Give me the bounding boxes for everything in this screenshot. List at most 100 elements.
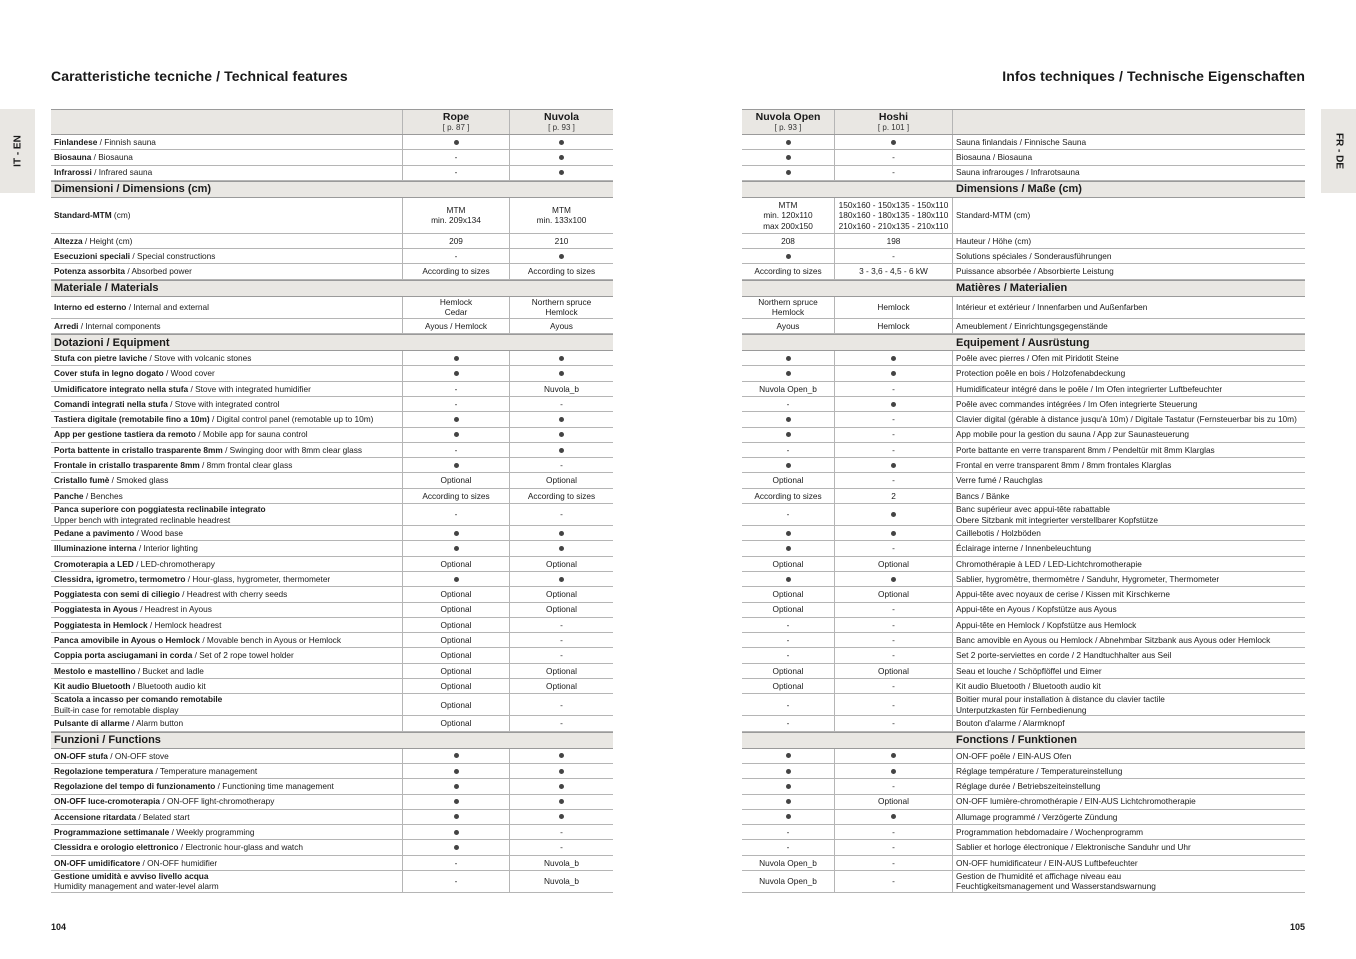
feature-name-en: / Height (cm)	[82, 235, 133, 246]
cell-value: -	[560, 650, 563, 661]
feature-label: Sauna infrarouges / Infrarotsauna	[952, 165, 1305, 180]
feature-name-en: / Absorbed power	[125, 266, 192, 277]
table-row: ON-OFF umidificatore / ON-OFF humidifier…	[51, 855, 613, 871]
value-cell: MTM min. 209x134	[402, 197, 509, 233]
section-title: Dotazioni / Equipment	[54, 336, 170, 349]
value-cell: -	[402, 504, 509, 526]
section-title: Dimensions / Maße (cm)	[956, 183, 1082, 196]
feature-label: Panca superiore con poggiatesta reclinab…	[51, 504, 402, 525]
feature-name-en: / Wood cover	[163, 368, 215, 379]
cell-value: Optional	[546, 665, 577, 676]
table-row: Sablier, hygromètre, thermomètre / Sandu…	[742, 571, 1305, 588]
feature-label-text: Comandi integrati nella stufa / Stove wi…	[54, 399, 279, 410]
feature-label: Chromothérapie à LED / LED-Lichtchromoth…	[952, 556, 1305, 571]
table-row: Protection poêle en bois / Holzofenabdec…	[742, 366, 1305, 382]
value-cell	[742, 412, 834, 426]
feature-name-fr-de: Éclairage interne / Innenbeleuchtung	[956, 543, 1092, 554]
feature-name-it: Programmazione settimanale	[54, 826, 170, 837]
feature-name-en: / Benches	[83, 490, 123, 501]
included-dot-icon	[785, 170, 791, 176]
value-cell: 198	[834, 233, 952, 249]
feature-label-text: Kit audio Bluetooth / Bluetooth audio ki…	[54, 681, 206, 692]
feature-label-text: Poggiatesta in Hemlock / Hemlock headres…	[54, 620, 221, 631]
feature-name-en: / Bucket and ladle	[135, 665, 204, 676]
cell-value: Optional	[546, 604, 577, 615]
included-dot-icon	[785, 432, 791, 438]
value-cell: Nuvola Open_b	[742, 856, 834, 870]
feature-name-it: Coppia porta asciugamani in corda	[54, 650, 193, 661]
value-cell: -	[742, 618, 834, 632]
feature-name-it: Cromoterapia a LED	[54, 558, 134, 569]
feature-label-text: Panche / Benches	[54, 491, 123, 502]
cell-value: -	[560, 398, 563, 409]
table-row: - - Set 2 porte-serviettes en corde / 2 Ha…	[742, 648, 1305, 664]
cell-value: -	[786, 398, 790, 409]
value-cell	[402, 526, 509, 541]
feature-name-fr-de: Clavier digital (gérable à distance jusq…	[956, 414, 1297, 425]
feature-name-en: / Biosauna	[91, 152, 133, 163]
included-dot-icon	[559, 170, 564, 176]
cell-value: -	[892, 718, 895, 729]
cell-value: -	[892, 543, 895, 554]
feature-label-text: Gestione umidità e avviso livello acqua …	[54, 871, 219, 892]
feature-label: Appui-tête avec noyaux de cerise / Kisse…	[952, 587, 1305, 602]
value-cell: -	[509, 648, 613, 663]
table-row: Regolazione temperatura / Temperature ma…	[51, 763, 613, 780]
feature-label: Cover stufa in legno dogato / Wood cover	[51, 366, 402, 380]
value-cell	[402, 763, 509, 779]
cell-value: 3 - 3,6 - 4,5 - 6 kW	[859, 266, 928, 277]
feature-label: Ameublement / Einrichtungsgegenstände	[952, 318, 1305, 334]
cell-value: Optional	[440, 680, 472, 691]
feature-label: Sablier, hygromètre, thermomètre / Sandu…	[952, 571, 1305, 587]
table-row: Illuminazione interna / Interior lightin…	[51, 541, 613, 557]
feature-label-text: Coppia porta asciugamani in corda / Set …	[54, 650, 294, 661]
feature-name-it: Infrarossi	[54, 167, 92, 178]
feature-label-text: Porta battente in cristallo trasparente …	[54, 445, 362, 456]
value-cell: -	[509, 825, 613, 840]
feature-name-en: / Electronic hour-glass and watch	[178, 842, 303, 853]
feature-label: Kit audio Bluetooth / Bluetooth audio ki…	[51, 679, 402, 693]
included-dot-icon	[785, 799, 791, 805]
cell-value: -	[892, 650, 895, 661]
included-dot-icon	[785, 154, 791, 160]
cell-value: -	[892, 619, 895, 630]
value-cell: -	[834, 412, 952, 427]
feature-label-text: ON-OFF luce-cromoterapia / ON-OFF light-…	[54, 796, 274, 807]
cell-value: -	[892, 826, 895, 837]
included-dot-icon	[785, 139, 791, 145]
feature-name-it: Regolazione temperatura	[54, 765, 154, 776]
table-row: Optional ON-OFF lumière-chromothérapie / …	[742, 794, 1305, 810]
included-dot-icon	[453, 814, 459, 820]
included-dot-icon	[559, 814, 564, 820]
feature-name-fr-de: Chromothérapie à LED / LED-Lichtchromoth…	[956, 558, 1142, 569]
column-name: Nuvola Open	[755, 111, 821, 123]
feature-name-fr-de: Appui-tête en Hemlock / Kopfstütze aus H…	[956, 619, 1137, 630]
section-header: Dimensioni / Dimensions (cm)	[51, 180, 613, 198]
feature-label: Kit audio Bluetooth / Bluetooth audio ki…	[952, 679, 1305, 694]
value-cell: -	[402, 396, 509, 412]
cell-value: Optional	[546, 558, 577, 569]
table-row: Biosauna / Biosauna -	[51, 150, 613, 166]
value-cell: Hemlock Cedar	[402, 296, 509, 318]
cell-value: Optional	[440, 665, 472, 676]
value-cell: Optional	[402, 602, 509, 617]
table-row: Comandi integrati nella stufa / Stove wi…	[51, 396, 613, 413]
cell-value: Optional	[772, 589, 804, 600]
value-cell: -	[402, 249, 509, 264]
value-cell	[742, 135, 834, 149]
column-page-ref: [ p. 87 ]	[442, 123, 470, 132]
table-row: Scatola a incasso per comando remotabile…	[51, 694, 613, 717]
cell-value: -	[786, 718, 790, 729]
feature-label: Mestolo e mastellino / Bucket and ladle	[51, 664, 402, 678]
section-header: Funzioni / Functions	[51, 731, 613, 749]
feature-label: ON-OFF stufa / ON-OFF stove	[51, 749, 402, 763]
value-cell: Optional	[834, 663, 952, 679]
cell-value: 208	[781, 235, 795, 246]
value-cell	[742, 810, 834, 824]
value-cell: -	[509, 504, 613, 526]
feature-label-text: Regolazione del tempo di funzionamento /…	[54, 781, 334, 792]
feature-name-en: / Finnish sauna	[97, 136, 156, 147]
table-row: ON-OFF luce-cromoterapia / ON-OFF light-…	[51, 794, 613, 810]
cell-value: -	[892, 167, 895, 178]
feature-label: Regolazione temperatura / Temperature ma…	[51, 764, 402, 778]
